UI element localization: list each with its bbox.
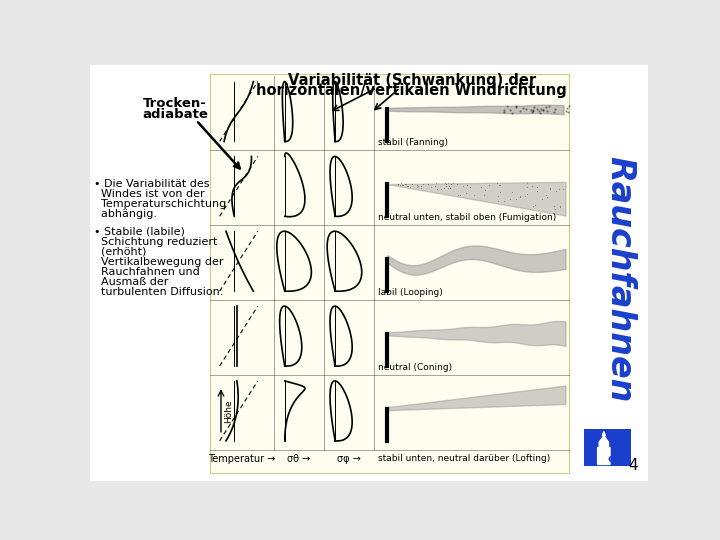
Text: Temperatur →: Temperatur → — [208, 454, 276, 464]
Text: labil (Looping): labil (Looping) — [377, 288, 442, 297]
Bar — [585, 429, 631, 466]
Text: stabil (Fanning): stabil (Fanning) — [377, 138, 448, 147]
Text: Rauchfahnen: Rauchfahnen — [603, 156, 636, 402]
Text: Temperaturschichtung: Temperaturschichtung — [94, 199, 226, 209]
Text: turbulenten Diffusion.: turbulenten Diffusion. — [94, 287, 223, 296]
Text: • Stabile (labile): • Stabile (labile) — [94, 226, 185, 237]
Text: (erhöht): (erhöht) — [94, 247, 146, 256]
Text: σφ →: σφ → — [337, 454, 361, 464]
Polygon shape — [602, 431, 606, 436]
Polygon shape — [598, 436, 610, 464]
Text: Windes ist von der: Windes ist von der — [94, 189, 204, 199]
Text: stabil unten, neutral darüber (Lofting): stabil unten, neutral darüber (Lofting) — [377, 454, 550, 463]
Text: • Die Variabilität des: • Die Variabilität des — [94, 179, 210, 189]
Text: Rauchfahnen und: Rauchfahnen und — [94, 267, 199, 276]
Bar — [210, 74, 569, 473]
Text: abhängig.: abhängig. — [94, 209, 157, 219]
Text: Höhe: Höhe — [224, 399, 233, 423]
Text: 4: 4 — [629, 458, 638, 473]
Text: Vertikalbewegung der: Vertikalbewegung der — [94, 256, 223, 267]
Text: Trocken-: Trocken- — [143, 97, 207, 110]
Text: adiabate: adiabate — [143, 108, 208, 121]
Text: Variabilität (Schwankung) der: Variabilität (Schwankung) der — [287, 72, 536, 87]
Text: neutral (Coning): neutral (Coning) — [377, 363, 451, 372]
Text: σθ →: σθ → — [287, 454, 310, 464]
Text: Schichtung reduziert: Schichtung reduziert — [94, 237, 217, 246]
Text: Ausmaß der: Ausmaß der — [94, 276, 168, 287]
Text: horizontalen/vertikalen Windrichtung: horizontalen/vertikalen Windrichtung — [256, 83, 567, 98]
Text: neutral unten, stabil oben (Fumigation): neutral unten, stabil oben (Fumigation) — [377, 213, 556, 222]
Text: onn: onn — [608, 455, 631, 464]
